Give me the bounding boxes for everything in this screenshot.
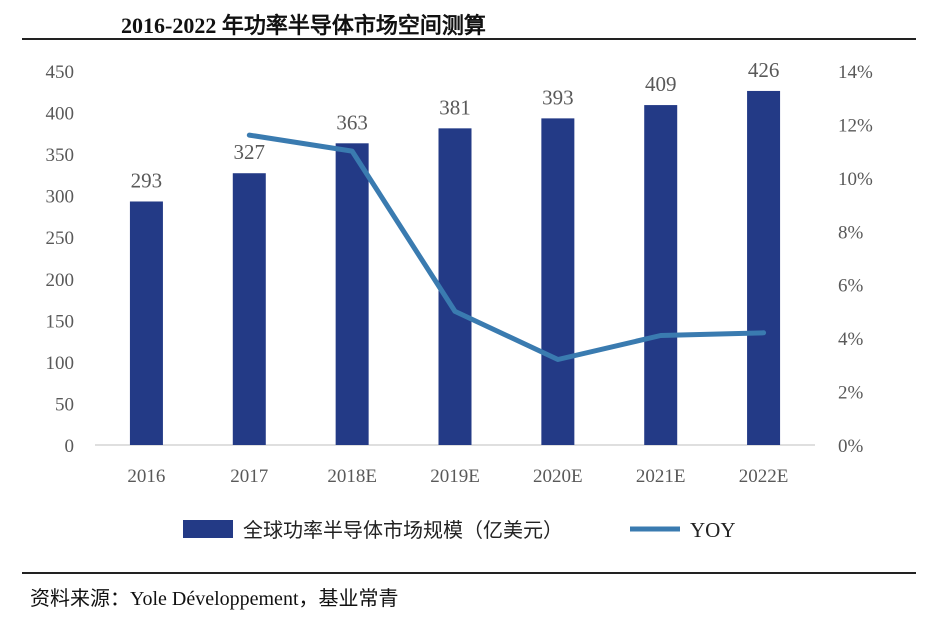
x-tick-label: 2022E — [739, 466, 789, 487]
left-tick-label: 0 — [65, 436, 75, 457]
bar-2020E — [541, 118, 575, 445]
right-tick-label: 0% — [838, 436, 864, 457]
top-divider — [22, 38, 916, 40]
left-tick-label: 450 — [46, 62, 75, 83]
bar-value-label: 409 — [645, 72, 677, 96]
left-tick-label: 300 — [46, 187, 75, 208]
right-tick-label: 8% — [838, 222, 864, 243]
bar-value-label: 293 — [131, 168, 163, 192]
left-tick-label: 200 — [46, 270, 75, 291]
bar-2018E — [335, 143, 369, 445]
x-tick-label: 2019E — [430, 466, 480, 487]
bar-value-label: 363 — [336, 110, 368, 134]
source-note: 资料来源：Yole Développement，基业常青 — [30, 588, 399, 610]
x-tick-label: 2016 — [127, 466, 165, 487]
bar-value-label: 426 — [748, 58, 780, 82]
right-axis: 0% 2% 4% 6% 8% 10% 12% 14% — [838, 62, 873, 457]
chart-area: 0 50 100 150 200 250 300 350 400 450 0% 2% 4% 6% 8% 10… — [46, 58, 874, 542]
bar-2016 — [129, 201, 163, 445]
bar-2017 — [232, 173, 266, 445]
left-tick-label: 100 — [46, 353, 75, 374]
bar-series — [129, 90, 781, 446]
right-tick-label: 14% — [838, 62, 873, 83]
bar-value-label: 381 — [439, 95, 471, 119]
x-tick-label: 2017 — [230, 466, 268, 487]
yoy-line — [246, 132, 767, 362]
x-tick-label: 2020E — [533, 466, 583, 487]
left-tick-label: 400 — [46, 104, 75, 125]
legend-bar-label: 全球功率半导体市场规模（亿美元） — [243, 519, 563, 542]
legend-line-label: YOY — [690, 518, 736, 542]
bar-value-label: 327 — [234, 140, 266, 164]
right-tick-label: 2% — [838, 383, 864, 404]
x-tick-label: 2021E — [636, 466, 686, 487]
bar-data-labels: 293 327 363 381 393 409 426 — [131, 58, 780, 193]
legend-bar-swatch — [183, 520, 233, 538]
bar-2021E — [644, 105, 678, 445]
x-tick-label: 2018E — [327, 466, 377, 487]
legend: 全球功率半导体市场规模（亿美元） YOY — [183, 518, 736, 542]
right-tick-label: 4% — [838, 329, 864, 350]
right-tick-label: 6% — [838, 276, 864, 297]
right-tick-label: 12% — [838, 115, 873, 136]
bar-value-label: 393 — [542, 85, 574, 109]
bar-2019E — [438, 128, 472, 445]
x-axis-labels: 2016 2017 2018E 2019E 2020E 2021E 2022E — [127, 466, 788, 487]
left-tick-label: 50 — [55, 394, 74, 415]
left-tick-label: 350 — [46, 145, 75, 166]
left-tick-label: 150 — [46, 311, 75, 332]
right-tick-label: 10% — [838, 169, 873, 190]
left-axis: 0 50 100 150 200 250 300 350 400 450 — [46, 62, 75, 457]
bar-2022E — [747, 90, 781, 446]
chart-title: 2016-2022 年功率半导体市场空间测算 — [121, 13, 486, 38]
left-tick-label: 250 — [46, 228, 75, 249]
bottom-divider — [22, 572, 916, 574]
